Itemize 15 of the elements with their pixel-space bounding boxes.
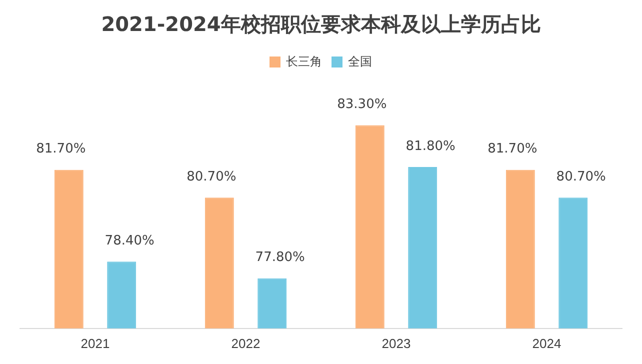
x-tick-label: 2021 [80, 336, 110, 351]
data-label: 81.80% [406, 138, 456, 154]
legend-label: 全国 [348, 54, 372, 68]
data-label: 83.30% [337, 97, 387, 112]
data-label: 81.70% [488, 142, 538, 157]
x-tick-label: 2023 [382, 336, 411, 351]
data-label: 80.70% [186, 170, 236, 185]
data-label: 80.70% [556, 170, 606, 185]
data-label: 81.70% [36, 142, 86, 157]
data-label: 78.40% [104, 234, 154, 248]
chart-title: 2021-2024年校招职位要求本科及以上学历占比 [101, 12, 541, 36]
x-tick-label: 2022 [231, 336, 260, 351]
x-tick-label: 2024 [532, 336, 562, 351]
legend-label: 长三角 [286, 54, 322, 68]
data-label: 77.80% [255, 250, 305, 266]
